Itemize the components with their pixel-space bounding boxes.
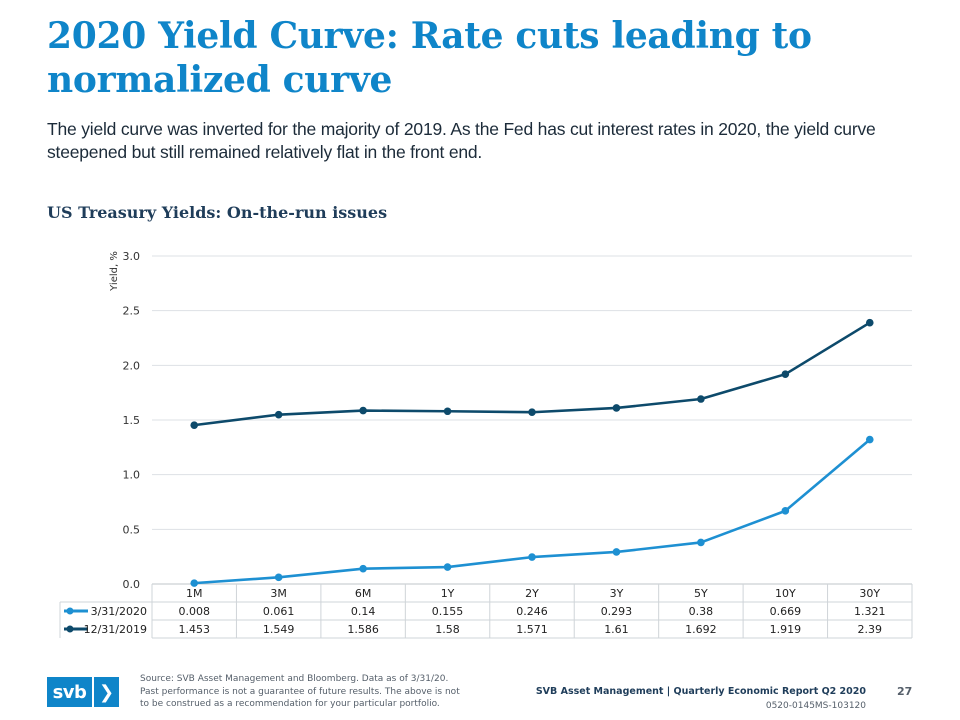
y-tick-label: 0.5: [123, 523, 141, 536]
chart-heading: US Treasury Yields: On-the-run issues: [47, 203, 388, 222]
y-tick-label: 3.0: [123, 250, 141, 263]
data-point: [528, 553, 536, 561]
logo-text: svb: [47, 677, 92, 707]
x-tick-label: 1Y: [441, 587, 455, 600]
y-tick-label: 2.0: [123, 359, 141, 372]
legend-marker: [66, 625, 74, 633]
data-point: [190, 421, 199, 429]
report-code: 0520-0145MS-103120: [765, 701, 866, 711]
data-point: [865, 318, 874, 327]
x-tick-label: 5Y: [694, 587, 708, 600]
data-point: [865, 435, 874, 444]
data-label: 0.155: [432, 605, 464, 618]
data-point: [781, 507, 790, 515]
data-point: [274, 410, 283, 419]
data-label: 1.549: [263, 623, 295, 636]
y-tick-label: 2.5: [123, 305, 141, 318]
legend-label: 3/31/2020: [91, 605, 147, 618]
data-label: 1.58: [435, 623, 460, 636]
data-point: [612, 548, 621, 556]
data-point: [612, 404, 621, 412]
chart-gridlines: [152, 255, 912, 585]
data-point: [443, 563, 452, 571]
data-label: 0.061: [263, 605, 295, 618]
data-label: 1.321: [854, 605, 886, 618]
data-label: 1.61: [604, 623, 629, 636]
x-tick-label: 6M: [355, 587, 372, 600]
x-tick-label: 2Y: [525, 587, 539, 600]
data-label: 0.008: [178, 605, 210, 618]
page-number: 27: [897, 685, 913, 698]
y-tick-label: 1.5: [123, 414, 141, 427]
data-point: [190, 579, 199, 587]
data-label: 1.571: [516, 623, 548, 636]
legend-label: 12/31/2019: [84, 623, 147, 636]
source-line: Past performance is not a guarantee of f…: [140, 686, 460, 697]
data-label: 0.38: [689, 605, 714, 618]
svb-logo: svb ❯: [47, 677, 119, 707]
data-label: 1.586: [347, 623, 379, 636]
data-point: [697, 395, 705, 403]
data-point: [359, 406, 367, 415]
data-label: 0.293: [601, 605, 633, 618]
chart-data-table: 1M 3M 6M 1Y 2Y 3Y 5Y 10Y 30Y 3/31/2020 0.008 0.061 0…: [59, 583, 913, 639]
data-point: [274, 573, 283, 582]
data-label: 1.692: [685, 623, 717, 636]
data-label: 0.14: [351, 605, 376, 618]
x-tick-label: 1M: [186, 587, 203, 600]
report-name: SVB Asset Management | Quarterly Economi…: [535, 686, 866, 697]
source-line: Source: SVB Asset Management and Bloombe…: [140, 674, 449, 684]
x-tick-label: 3Y: [610, 587, 624, 600]
data-label: 0.246: [516, 605, 548, 618]
data-point: [528, 408, 536, 417]
x-tick-label: 10Y: [775, 587, 796, 600]
x-tick-label: 30Y: [859, 587, 880, 600]
chart-series: [190, 318, 874, 587]
data-label: 1.919: [770, 623, 802, 636]
legend-marker: [66, 607, 74, 615]
data-point: [359, 564, 367, 573]
data-label: 2.39: [858, 623, 883, 636]
page-subtitle: The yield curve was inverted for the maj…: [47, 119, 876, 162]
x-tick-label: 3M: [270, 587, 287, 600]
data-point: [443, 407, 452, 416]
source-line: to be construed as a recommendation for …: [140, 699, 440, 709]
y-tick-label: 0.0: [123, 578, 141, 591]
page-title: 2020 Yield Curve: Rate cuts leading to n…: [47, 15, 812, 101]
y-tick-label: 1.0: [123, 469, 141, 482]
data-label: 0.669: [770, 605, 802, 618]
y-axis-label: Yield, %: [109, 251, 120, 292]
report-info: SVB Asset Management | Quarterly Economi…: [536, 686, 866, 711]
chevron-right-icon: ❯: [94, 677, 119, 707]
data-point: [697, 538, 705, 547]
source-note: Source: SVB Asset Management and Bloombe…: [140, 673, 480, 711]
data-label: 1.453: [178, 623, 210, 636]
series-line: [194, 438, 871, 585]
data-point: [781, 370, 790, 378]
